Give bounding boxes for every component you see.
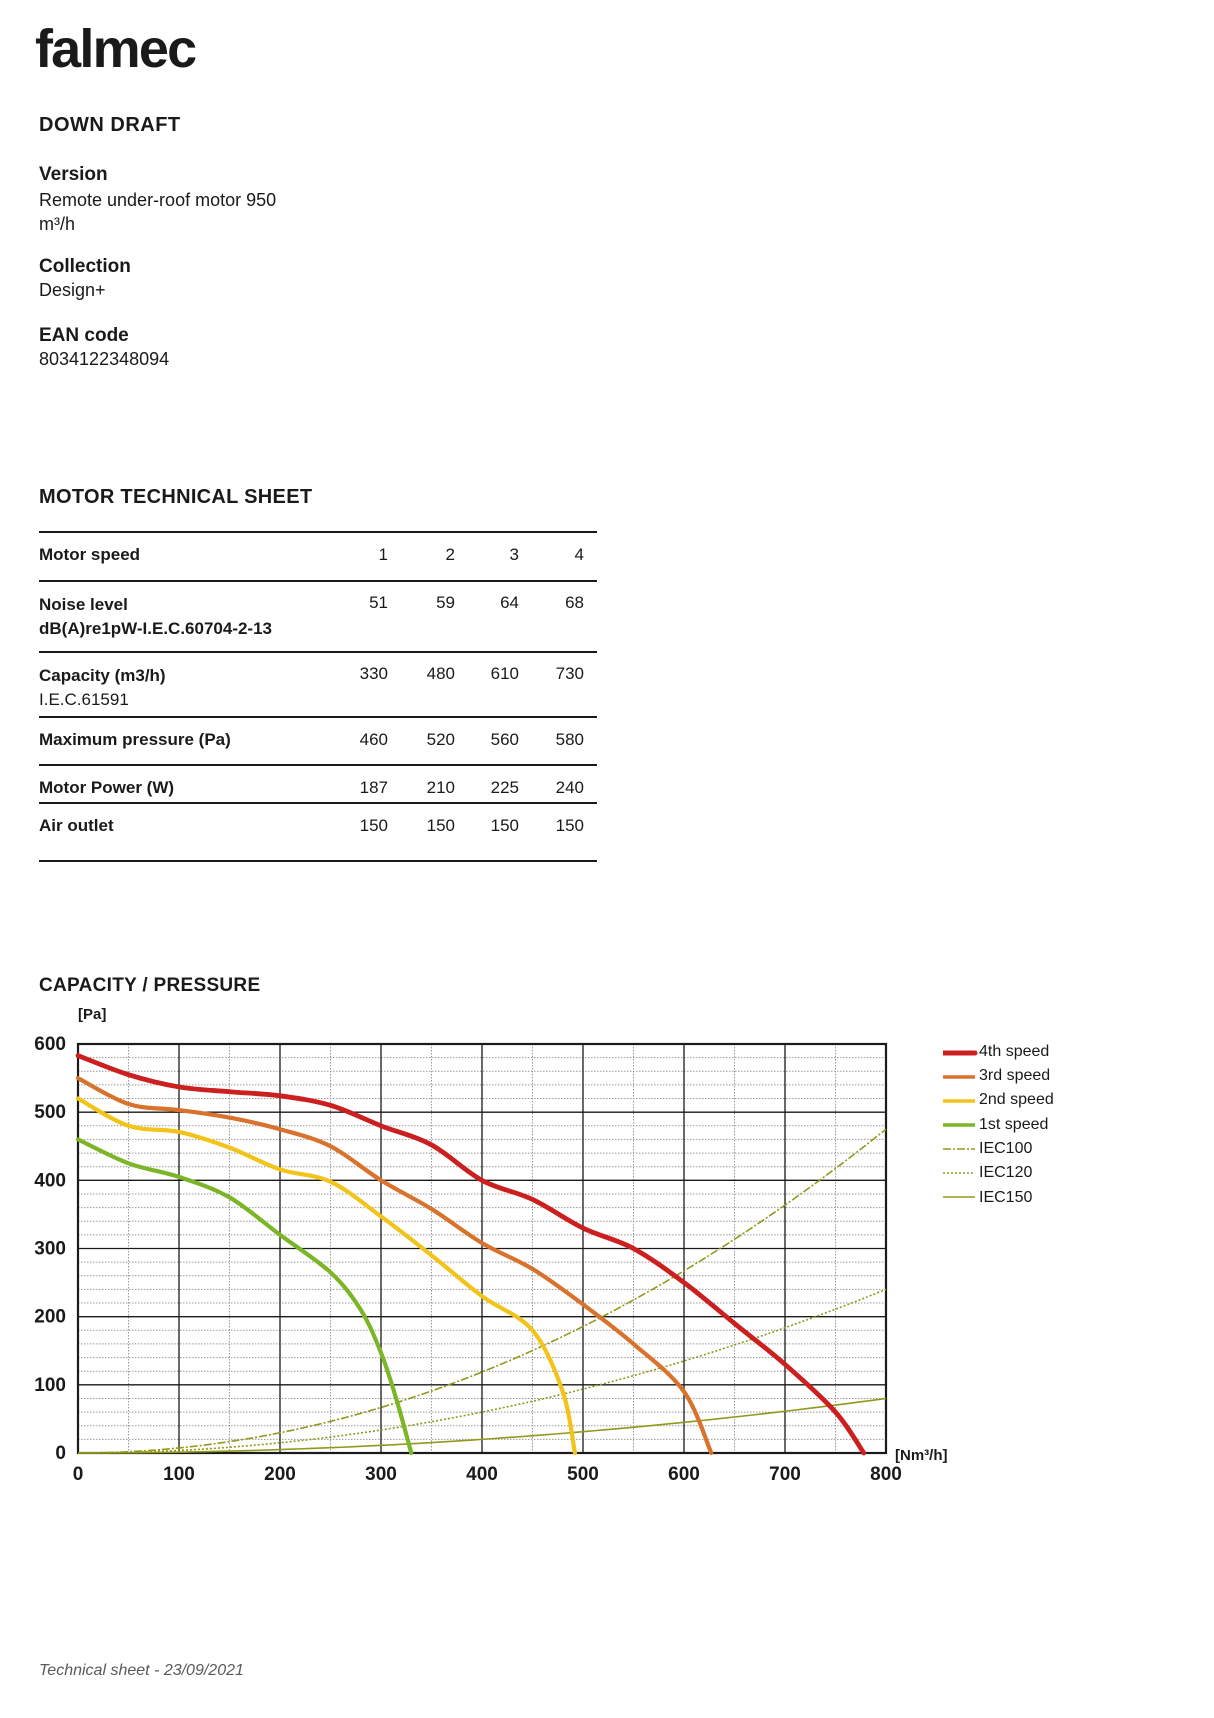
svg-text:0: 0: [55, 1443, 66, 1464]
svg-text:400: 400: [466, 1464, 498, 1485]
svg-text:400: 400: [34, 1170, 66, 1191]
svg-text:200: 200: [264, 1464, 296, 1485]
svg-text:100: 100: [163, 1464, 195, 1485]
svg-text:300: 300: [365, 1464, 397, 1485]
svg-text:800: 800: [870, 1464, 902, 1485]
svg-text:100: 100: [34, 1375, 66, 1396]
svg-text:200: 200: [34, 1307, 66, 1328]
svg-text:500: 500: [34, 1102, 66, 1123]
svg-text:700: 700: [769, 1464, 801, 1485]
svg-text:500: 500: [567, 1464, 599, 1485]
svg-text:600: 600: [34, 1034, 66, 1055]
svg-text:600: 600: [668, 1464, 700, 1485]
svg-text:0: 0: [73, 1464, 84, 1485]
svg-text:300: 300: [34, 1239, 66, 1260]
